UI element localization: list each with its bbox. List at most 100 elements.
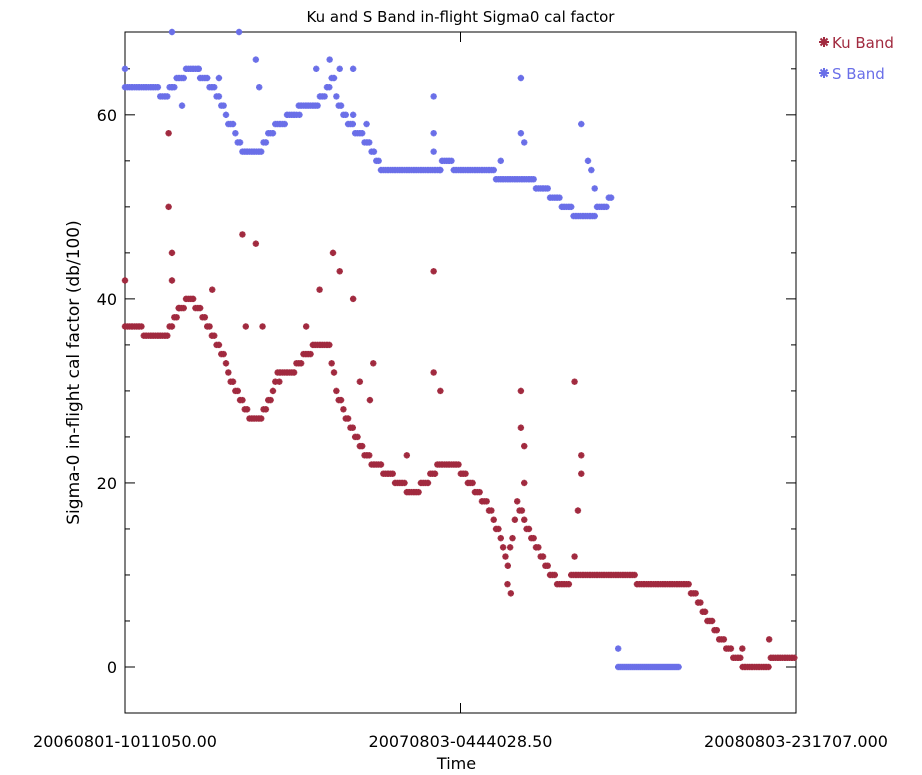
data-point xyxy=(229,378,237,385)
data-point xyxy=(201,314,209,321)
data-point xyxy=(225,369,232,376)
y-axis-label: Sigma-0 in-flight cal factor (db/100) xyxy=(64,220,84,524)
data-point xyxy=(154,84,162,91)
data-point-outlier xyxy=(235,28,243,36)
data-point-outlier xyxy=(209,286,216,293)
y-tick-label: 20 xyxy=(97,474,117,493)
data-point xyxy=(509,534,516,542)
data-point xyxy=(333,93,340,100)
data-point-outlier xyxy=(370,360,377,367)
data-point-outlier xyxy=(168,249,176,257)
data-point xyxy=(269,387,277,395)
legend-marker-s xyxy=(819,68,829,78)
data-point xyxy=(504,562,512,569)
data-point xyxy=(321,93,328,100)
data-point xyxy=(530,534,537,542)
legend: Ku Band S Band xyxy=(819,34,894,83)
data-point xyxy=(222,111,230,119)
data-point xyxy=(513,498,521,505)
data-point xyxy=(539,553,547,560)
chart-title: Ku and S Band in-flight Sigma0 cal facto… xyxy=(307,8,616,26)
data-point xyxy=(164,332,171,339)
data-point-outlier xyxy=(739,645,746,652)
x-axis-label: Time xyxy=(436,754,476,773)
legend-label-ku: Ku Band xyxy=(832,34,894,52)
data-point-outlier xyxy=(276,378,283,385)
legend-asterisk xyxy=(819,68,829,78)
data-point xyxy=(349,120,357,128)
data-point-outlier xyxy=(437,387,444,395)
data-point xyxy=(448,157,455,165)
data-point xyxy=(518,507,526,514)
data-point xyxy=(544,185,551,192)
data-point xyxy=(697,599,704,606)
x-tick-label: 20080803-231707.000 xyxy=(704,732,888,751)
data-point xyxy=(349,424,357,431)
legend-item-s: S Band xyxy=(819,65,885,83)
data-point-outlier xyxy=(363,120,370,128)
data-point xyxy=(326,341,333,349)
data-point xyxy=(314,102,321,109)
legend-item-ku: Ku Band xyxy=(819,34,894,52)
data-point-outlier xyxy=(252,240,260,247)
data-point xyxy=(354,433,361,441)
data-point-outlier xyxy=(256,84,263,91)
data-point xyxy=(366,452,373,459)
data-point-outlier xyxy=(521,442,528,450)
series-s-points xyxy=(121,28,682,671)
data-point xyxy=(328,360,335,367)
data-point-outlier xyxy=(517,387,525,395)
data-point-outlier xyxy=(349,111,357,119)
data-point xyxy=(164,93,171,100)
data-point xyxy=(591,212,598,220)
data-point-outlier xyxy=(430,93,437,100)
data-point xyxy=(138,323,145,330)
data-point-outlier xyxy=(121,277,129,284)
data-point-outlier xyxy=(430,369,437,376)
data-point-outlier xyxy=(259,323,266,330)
legend-label-s: S Band xyxy=(832,65,885,83)
data-point xyxy=(297,360,305,367)
data-point-outlier xyxy=(571,378,578,385)
data-point-outlier xyxy=(239,231,246,238)
data-point xyxy=(675,663,682,671)
data-point-outlier xyxy=(517,424,525,431)
data-point xyxy=(206,323,213,330)
data-point xyxy=(344,415,352,422)
data-point-outlier xyxy=(168,277,176,284)
x-tick-label: 20070803-0444028.50 xyxy=(369,732,553,751)
data-point xyxy=(502,553,509,560)
data-point xyxy=(340,406,347,413)
data-point xyxy=(215,341,223,349)
data-point xyxy=(333,387,340,395)
data-point-outlier xyxy=(165,130,172,137)
data-point xyxy=(262,406,270,413)
data-point xyxy=(389,470,396,477)
data-point xyxy=(330,369,338,376)
x-tick-label: 20060801-1011050.00 xyxy=(33,732,217,751)
data-point-outlier xyxy=(507,590,515,597)
data-point xyxy=(765,663,772,671)
data-point xyxy=(196,304,204,312)
data-point xyxy=(415,488,422,496)
data-point-outlier xyxy=(175,304,182,312)
data-point xyxy=(708,617,716,625)
data-point xyxy=(211,84,218,91)
y-tick-label: 40 xyxy=(97,290,117,309)
data-point-outlier xyxy=(349,295,357,303)
data-point xyxy=(326,84,333,91)
data-point xyxy=(556,194,563,201)
data-point xyxy=(243,406,251,413)
data-point-outlier xyxy=(168,84,176,91)
data-point-outlier xyxy=(252,56,260,63)
data-point xyxy=(337,102,345,109)
axis-ticks: 0 20 40 60 20060801-1011050.00 20070803-04440… xyxy=(33,32,888,751)
data-point-outlier xyxy=(215,74,223,82)
data-point xyxy=(568,203,575,211)
data-point-outlier xyxy=(614,645,622,652)
data-point xyxy=(476,488,483,496)
data-point-outlier xyxy=(195,65,203,73)
data-point xyxy=(375,157,382,165)
data-point xyxy=(424,479,432,487)
